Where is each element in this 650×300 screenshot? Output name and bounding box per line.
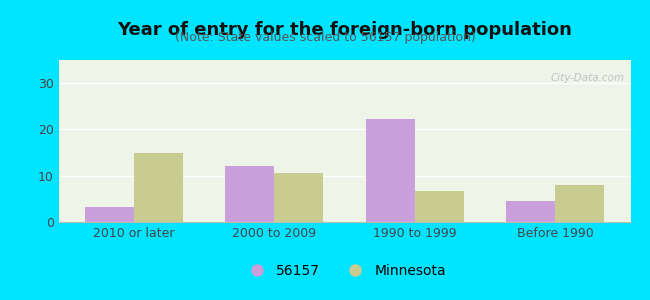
- Bar: [555, 185, 605, 222]
- Bar: [274, 173, 324, 222]
- Text: (Note: State values scaled to 56157 population): (Note: State values scaled to 56157 popu…: [175, 32, 475, 44]
- Bar: [506, 201, 555, 222]
- Text: City-Data.com: City-Data.com: [551, 73, 625, 83]
- Bar: [415, 190, 464, 222]
- Bar: [134, 153, 183, 222]
- Bar: [365, 119, 415, 222]
- Bar: [225, 166, 274, 222]
- Legend: 56157, Minnesota: 56157, Minnesota: [237, 258, 452, 283]
- Title: Year of entry for the foreign-born population: Year of entry for the foreign-born popul…: [117, 21, 572, 39]
- Bar: [84, 207, 134, 222]
